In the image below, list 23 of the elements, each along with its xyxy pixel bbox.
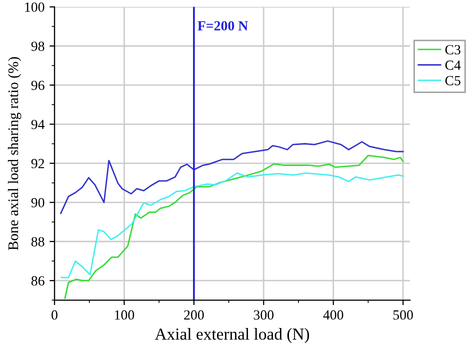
x-tick-label: 0 [52, 310, 58, 320]
y-tick-label: 100 [25, 2, 44, 12]
x-tick-label: 300 [254, 310, 274, 320]
y-tick-label: 94 [31, 120, 45, 130]
y-tick-label: 96 [31, 80, 44, 90]
y-tick-label: 92 [31, 158, 44, 168]
x-axis-title: Axial external load (N) [154, 328, 310, 344]
line-series [60, 140, 404, 214]
y-tick-label: 90 [31, 198, 44, 208]
x-tick-label: 100 [115, 310, 134, 320]
y-tick-label: 98 [31, 42, 44, 51]
legend-label: C4 [445, 60, 461, 70]
y-tick-label: 88 [31, 237, 44, 246]
legend-label: C3 [445, 45, 460, 54]
ref-line-label: F=200 N [198, 21, 248, 30]
legend-label: C5 [445, 76, 460, 86]
line-series [60, 172, 404, 278]
x-tick-label: 400 [323, 310, 344, 320]
x-tick-label: 200 [184, 310, 204, 320]
y-tick-label: 86 [31, 276, 44, 286]
line-series [64, 154, 404, 299]
y-axis-title: Bone axial load sharing ratio (%) [8, 57, 22, 250]
x-tick-label: 500 [393, 310, 413, 320]
